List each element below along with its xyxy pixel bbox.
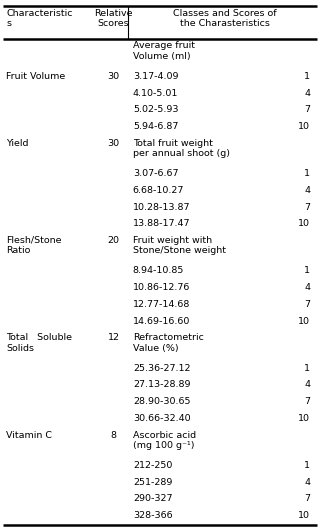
Text: 212-250: 212-250 [133,461,172,470]
Text: 20: 20 [108,236,120,245]
Text: Flesh/Stone
Ratio: Flesh/Stone Ratio [6,236,62,255]
Text: 4: 4 [304,186,310,195]
Text: 6.68-10.27: 6.68-10.27 [133,186,184,195]
Text: 5.94-6.87: 5.94-6.87 [133,122,178,131]
Text: 328-366: 328-366 [133,511,172,520]
Text: 4.10-5.01: 4.10-5.01 [133,89,178,98]
Text: 30: 30 [108,139,120,148]
Text: 28.90-30.65: 28.90-30.65 [133,397,190,406]
Text: 4: 4 [304,380,310,389]
Text: Total   Soluble
Solids: Total Soluble Solids [6,333,72,353]
Text: 251-289: 251-289 [133,478,172,486]
Text: 7: 7 [304,202,310,211]
Text: 14.69-16.60: 14.69-16.60 [133,316,190,326]
Text: Classes and Scores of
the Charasteristics: Classes and Scores of the Charasteristic… [173,9,276,29]
Text: Fruit Volume: Fruit Volume [6,72,66,81]
Text: 1: 1 [304,169,310,178]
Text: 7: 7 [304,397,310,406]
Text: 4: 4 [304,89,310,98]
Text: 5.02-5.93: 5.02-5.93 [133,105,178,114]
Text: 12: 12 [108,333,120,342]
Text: 8: 8 [111,431,116,440]
Text: 30: 30 [108,72,120,81]
Text: 10: 10 [298,316,310,326]
Text: 3.07-6.67: 3.07-6.67 [133,169,178,178]
Text: 27.13-28.89: 27.13-28.89 [133,380,190,389]
Text: Average fruit
Volume (ml): Average fruit Volume (ml) [133,41,195,61]
Text: 1: 1 [304,364,310,373]
Text: Relative
Scores: Relative Scores [94,9,133,29]
Text: 13.88-17.47: 13.88-17.47 [133,219,190,228]
Text: 10: 10 [298,414,310,423]
Text: 30.66-32.40: 30.66-32.40 [133,414,190,423]
Text: 1: 1 [304,461,310,470]
Text: Ascorbic acid
(mg 100 g⁻¹): Ascorbic acid (mg 100 g⁻¹) [133,431,196,450]
Text: 7: 7 [304,494,310,503]
Text: 1: 1 [304,72,310,81]
Text: 10: 10 [298,219,310,228]
Text: Refractometric
Value (%): Refractometric Value (%) [133,333,204,353]
Text: 4: 4 [304,478,310,486]
Text: 4: 4 [304,283,310,292]
Text: 290-327: 290-327 [133,494,172,503]
Text: 10.86-12.76: 10.86-12.76 [133,283,190,292]
Text: 7: 7 [304,105,310,114]
Text: 10: 10 [298,511,310,520]
Text: 10: 10 [298,122,310,131]
Text: Fruit weight with
Stone/Stone weight: Fruit weight with Stone/Stone weight [133,236,226,255]
Text: Characteristic
s: Characteristic s [6,9,73,29]
Text: Vitamin C: Vitamin C [6,431,52,440]
Text: 3.17-4.09: 3.17-4.09 [133,72,178,81]
Text: 25.36-27.12: 25.36-27.12 [133,364,190,373]
Text: Total fruit weight
per annual shoot (g): Total fruit weight per annual shoot (g) [133,139,230,158]
Text: 10.28-13.87: 10.28-13.87 [133,202,190,211]
Text: Yield: Yield [6,139,29,148]
Text: 1: 1 [304,267,310,276]
Text: 12.77-14.68: 12.77-14.68 [133,300,190,309]
Text: 8.94-10.85: 8.94-10.85 [133,267,184,276]
Text: 7: 7 [304,300,310,309]
